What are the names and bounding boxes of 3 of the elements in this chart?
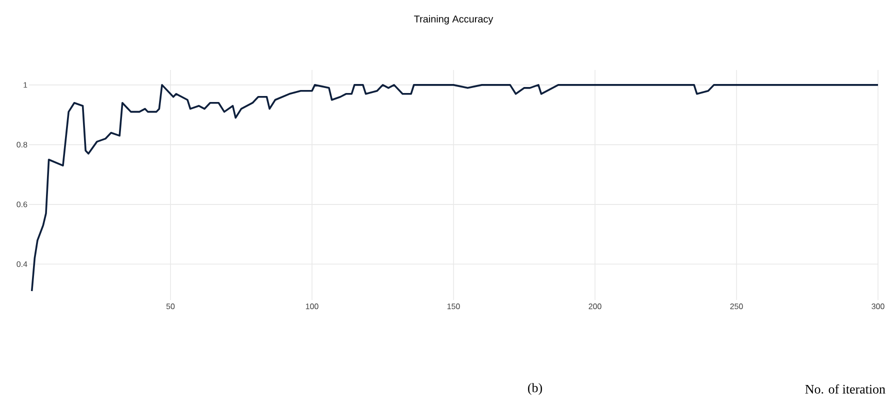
chart-title: Training Accuracy bbox=[414, 15, 494, 24]
text: (b) bbox=[528, 383, 542, 395]
text: No. of iteration bbox=[805, 384, 886, 394]
